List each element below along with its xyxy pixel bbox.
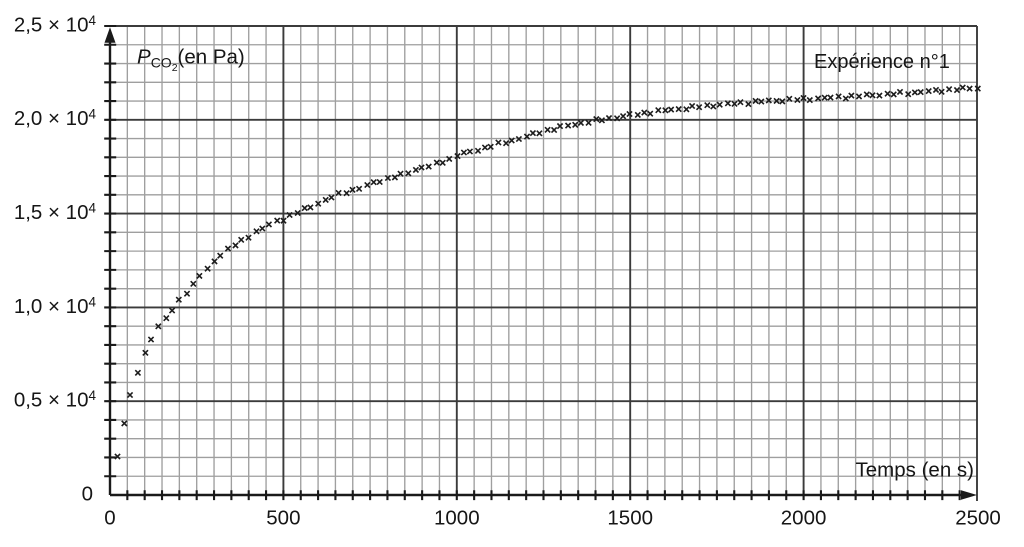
svg-text:2,0 × 104: 2,0 × 104	[14, 107, 97, 131]
svg-text:Expérience n°1: Expérience n°1	[814, 51, 950, 73]
svg-text:1000: 1000	[434, 507, 480, 530]
svg-text:0: 0	[104, 507, 115, 530]
svg-text:1,5 × 104: 1,5 × 104	[14, 201, 97, 225]
svg-text:500: 500	[266, 507, 300, 530]
svg-text:2000: 2000	[781, 507, 827, 530]
svg-text:2500: 2500	[955, 507, 1001, 530]
svg-text:PCO2(en Pa): PCO2(en Pa)	[137, 46, 245, 75]
svg-text:1,0 × 104: 1,0 × 104	[14, 294, 97, 318]
svg-text:0,5 × 104: 0,5 × 104	[14, 388, 97, 412]
svg-text:1500: 1500	[607, 507, 653, 530]
svg-text:0: 0	[82, 483, 93, 506]
svg-text:2,5 × 104: 2,5 × 104	[14, 13, 97, 37]
svg-text:Temps (en s): Temps (en s)	[856, 459, 974, 482]
